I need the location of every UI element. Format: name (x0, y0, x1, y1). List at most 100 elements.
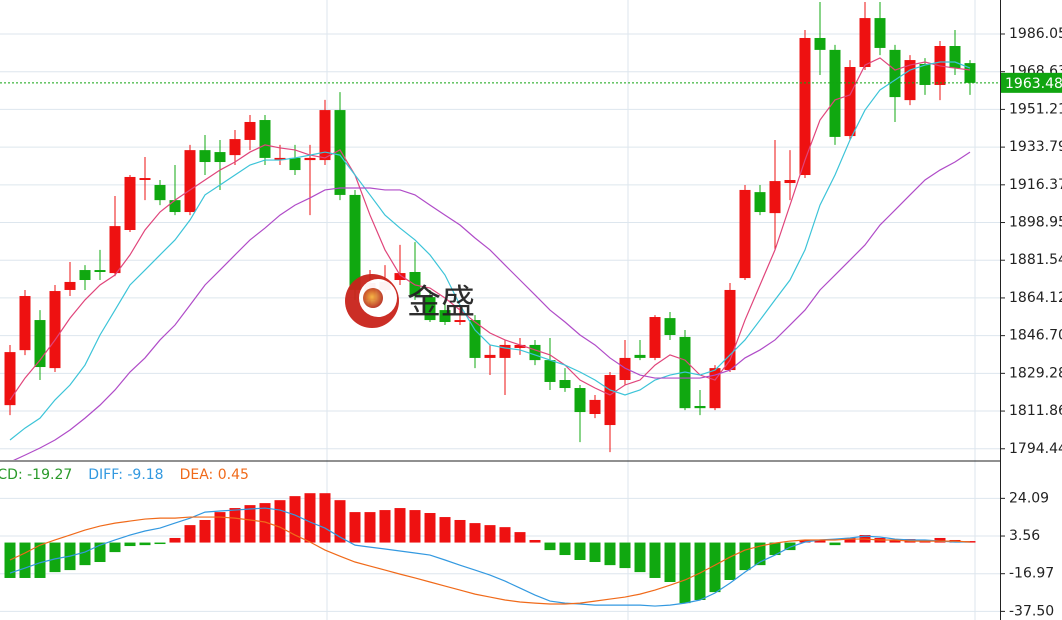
y-tick-label: 1846.70 (1009, 328, 1062, 344)
candle-body (544, 360, 556, 382)
candle-body (769, 181, 781, 214)
macd-bar (829, 542, 841, 546)
candle-body (829, 49, 841, 137)
macd-panel (4, 493, 976, 607)
macd-bar (619, 542, 631, 569)
candle-body (634, 354, 646, 358)
macd-legend: MACD: -19.27 DIFF: -9.18 DEA: 0.45 (0, 467, 249, 483)
macd-bar (319, 493, 331, 543)
macd-bar (304, 493, 316, 543)
candle-body (139, 178, 151, 180)
macd-bar (289, 496, 301, 543)
y-tick-label: 24.09 (1009, 490, 1049, 506)
y-tick-label: 1916.37 (1009, 177, 1062, 193)
macd-bar (259, 503, 271, 543)
macd-bar (799, 539, 811, 543)
candle-body (589, 399, 601, 414)
macd-bar (439, 517, 451, 543)
y-tick-label: 1951.21 (1009, 101, 1062, 117)
macd-bar (649, 542, 661, 578)
candle-body (229, 139, 241, 156)
macd-bar (169, 537, 181, 543)
macd-bar (409, 510, 421, 543)
y-tick-label: 1829.28 (1009, 365, 1062, 381)
candle-body (574, 388, 586, 413)
last-price-label: 1963.48 (1005, 76, 1062, 92)
macd-bar (334, 500, 346, 543)
macd-bar (844, 537, 856, 543)
macd-bar (724, 542, 736, 580)
macd-bar (424, 513, 436, 543)
candle-body (94, 270, 106, 272)
y-tick-label: 1794.44 (1009, 441, 1062, 457)
candle-body (154, 184, 166, 201)
macd-bar (634, 542, 646, 573)
candle-body (874, 18, 886, 48)
candle-body (469, 320, 481, 358)
macd-bar (34, 542, 46, 578)
y-tick-label: 1881.54 (1009, 252, 1062, 268)
legend-entry: DIFF: -9.18 (88, 467, 163, 483)
candle-body (649, 317, 661, 358)
macd-line (9, 516, 971, 605)
candle-body (964, 63, 976, 83)
macd-bar (739, 542, 751, 571)
candle-body (859, 18, 871, 67)
y-tick-label: 1898.95 (1009, 215, 1062, 231)
candle-body (919, 63, 931, 85)
macd-bar (574, 542, 586, 560)
macd-bar (79, 542, 91, 566)
macd-bar (154, 542, 166, 545)
macd-bar (469, 523, 481, 543)
macd-bar (229, 508, 241, 543)
y-tick-label: 1864.12 (1009, 290, 1062, 306)
candle-body (799, 37, 811, 176)
candle-body (244, 121, 256, 140)
legend-entry: MACD: -19.27 (0, 467, 72, 483)
candle-body (169, 200, 181, 213)
candle-body (904, 60, 916, 101)
macd-bar (484, 525, 496, 543)
macd-bar (94, 542, 106, 563)
macd-bar (604, 542, 616, 566)
candle-body (559, 380, 571, 389)
macd-bar (754, 542, 766, 566)
macd-bar (274, 500, 286, 543)
legend-entry: DEA: 0.45 (180, 467, 249, 483)
candle-body (349, 194, 361, 290)
macd-bar (514, 532, 526, 543)
candle-body (529, 344, 541, 361)
candle-body (754, 192, 766, 213)
macd-bar (544, 542, 556, 551)
candle-body (124, 176, 136, 230)
candle-body (289, 157, 301, 171)
candle-body (514, 344, 526, 348)
macd-bar (679, 542, 691, 604)
axis-layer: 1794.44 1811.86 1829.28 1846.70 1864.12 1881.… (1000, 26, 1062, 619)
last-price-box (1001, 72, 1062, 93)
macd-bar (349, 512, 361, 543)
macd-bar (214, 512, 226, 543)
macd-bar (529, 539, 541, 543)
moving-average-line (9, 61, 971, 441)
candle-body (199, 150, 211, 163)
candle-body (319, 110, 331, 161)
watermark-text: 金盛 (407, 283, 475, 323)
macd-bar (889, 539, 901, 543)
macd-bar (709, 542, 721, 593)
macd-bar (49, 542, 61, 573)
candle-body (439, 310, 451, 322)
candle-body (214, 152, 226, 163)
y-tick-label: 1986.05 (1009, 26, 1062, 42)
macd-bar (589, 542, 601, 563)
y-tick-label: -37.50 (1009, 603, 1054, 619)
macd-bar (124, 542, 136, 547)
macd-bar (814, 539, 826, 543)
macd-bar (664, 542, 676, 583)
candle-body (454, 320, 466, 322)
candle-body (844, 66, 856, 137)
candle-body (274, 157, 286, 161)
candle-body (19, 296, 31, 351)
macd-bar (109, 542, 121, 553)
